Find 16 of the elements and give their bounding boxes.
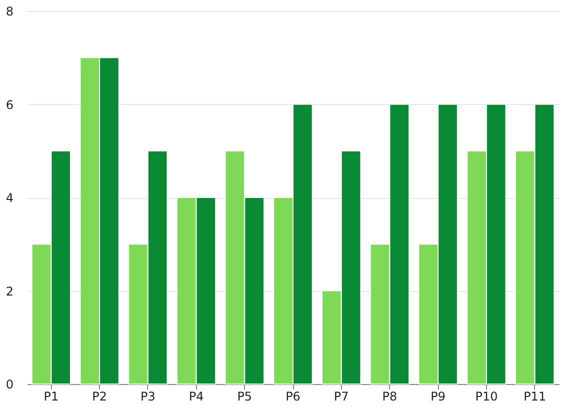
x-tick-label: P9	[430, 390, 446, 404]
y-tick-label: 2	[6, 284, 14, 298]
y-tick-label: 0	[6, 378, 14, 392]
y-tick-label: 4	[6, 191, 14, 205]
x-tick-label: P5	[237, 390, 252, 404]
x-tick-label: P11	[524, 390, 546, 404]
x-tick-label: P3	[140, 390, 156, 404]
y-tick-label: 8	[6, 4, 14, 18]
x-tick-label: P4	[188, 390, 204, 404]
x-tick-label: P6	[286, 390, 300, 404]
x-tick-label: P1	[44, 390, 59, 404]
x-tick-label: P10	[475, 390, 498, 404]
y-tick-label: 6	[6, 98, 14, 112]
x-tick-label: P8	[382, 390, 398, 404]
x-tick-label: P2	[92, 390, 107, 404]
x-tick-label: P7	[334, 390, 349, 404]
